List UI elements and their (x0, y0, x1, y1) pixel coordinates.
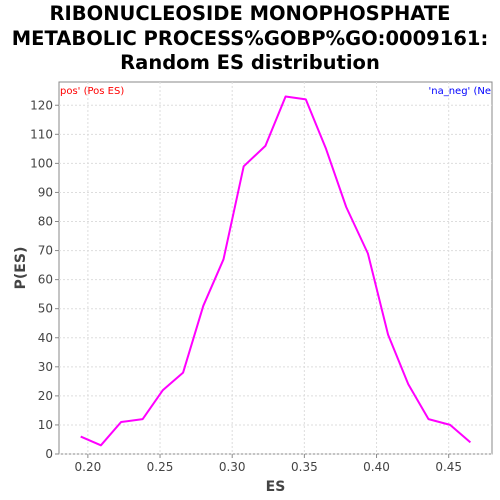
chart-title-line-2: METABOLIC PROCESS%GOBP%GO:0009161: (11, 26, 489, 50)
y-tick-label: 30 (38, 360, 53, 374)
x-tick-label: 0.30 (219, 460, 246, 474)
y-tick-label: 50 (38, 302, 53, 316)
chart-title-line-1: RIBONUCLEOSIDE MONOPHOSPHATE (49, 2, 451, 25)
y-tick-label: 70 (38, 244, 53, 258)
axes: 0 10 20 30 40 50 60 70 80 90 100 110 120 0.20 0.25 0.30… (30, 98, 462, 474)
chart-title: RIBONUCLEOSIDE MONOPHOSPHATE METABOLIC P… (0, 2, 500, 76)
y-tick-label: 20 (38, 389, 53, 403)
x-tick-label: 0.25 (147, 460, 174, 474)
y-tick-label: 80 (38, 215, 53, 229)
series-line-1 (80, 95, 472, 447)
series-layer (80, 95, 472, 447)
y-tick-label: 100 (30, 156, 53, 170)
legend-item-2: 'na_neg' (Ne (428, 86, 491, 97)
grid-lines (59, 82, 492, 455)
plot-area (58, 81, 493, 455)
legend: pos' (Pos ES) 'na_neg' (Ne (60, 86, 491, 97)
y-tick-label: 10 (38, 418, 53, 432)
y-tick-label: 0 (45, 447, 53, 461)
y-tick-label: 110 (30, 127, 53, 141)
x-tick-label: 0.40 (363, 460, 390, 474)
y-tick-label: 90 (38, 185, 53, 199)
chart-title-line-3: Random ES distribution (120, 51, 380, 74)
y-tick-label: 40 (38, 331, 53, 345)
y-axis-label: P(ES) (13, 247, 29, 290)
x-tick-label: 0.20 (75, 460, 102, 474)
y-tick-label: 120 (30, 98, 53, 112)
legend-item-1: pos' (Pos ES) (60, 86, 124, 97)
x-tick-label: 0.35 (291, 460, 318, 474)
y-tick-label: 60 (38, 273, 53, 287)
x-tick-label: 0.45 (435, 460, 462, 474)
x-axis-label: ES (266, 479, 286, 495)
